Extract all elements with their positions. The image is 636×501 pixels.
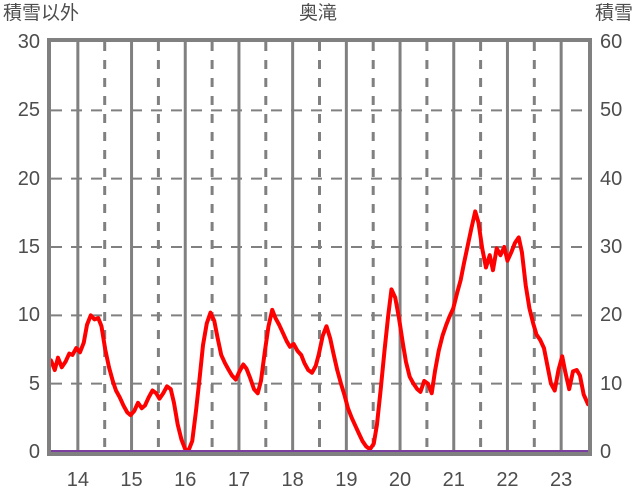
y-axis-left-tick: 20 — [17, 167, 40, 190]
y-axis-left-tick: 15 — [17, 236, 40, 258]
y-axis-right-tick: 0 — [600, 441, 612, 463]
y-axis-left-tick: 0 — [28, 441, 40, 463]
y-axis-right-tick: 10 — [600, 372, 623, 395]
x-axis-tick: 14 — [66, 469, 89, 491]
plot-inner — [51, 42, 588, 452]
chart-svg — [51, 42, 588, 452]
data-series-group — [51, 209, 588, 452]
y-axis-left-tick: 30 — [17, 31, 40, 53]
page-title: 奥滝 — [298, 3, 337, 24]
right-axis-unit-label: 積雪 — [594, 3, 633, 24]
x-axis-tick: 19 — [335, 469, 358, 491]
y-axis-right-tick: 50 — [600, 99, 623, 122]
y-axis-left-tick: 5 — [28, 372, 40, 395]
x-axis-tick: 23 — [550, 469, 573, 491]
x-axis-tick: 22 — [496, 469, 519, 491]
y-axis-right-tick: 60 — [600, 31, 623, 53]
plot-area — [47, 38, 592, 456]
left-axis-unit-label: 積雪以外 — [3, 3, 80, 24]
series-line-1 — [51, 209, 588, 452]
horizontal-gridlines — [51, 109, 588, 385]
y-axis-right-tick: 30 — [600, 236, 623, 258]
x-axis-tick: 16 — [174, 469, 197, 491]
x-axis-tick: 15 — [120, 469, 143, 491]
y-axis-left-tick: 10 — [17, 304, 40, 327]
y-axis-left-tick: 25 — [17, 99, 40, 122]
x-axis-tick: 21 — [442, 469, 465, 491]
x-axis-tick: 20 — [388, 469, 412, 491]
x-axis-tick: 17 — [227, 469, 251, 491]
y-axis-right-tick: 20 — [600, 304, 623, 327]
x-axis-tick: 18 — [281, 469, 304, 491]
y-axis-right-tick: 40 — [600, 167, 623, 190]
